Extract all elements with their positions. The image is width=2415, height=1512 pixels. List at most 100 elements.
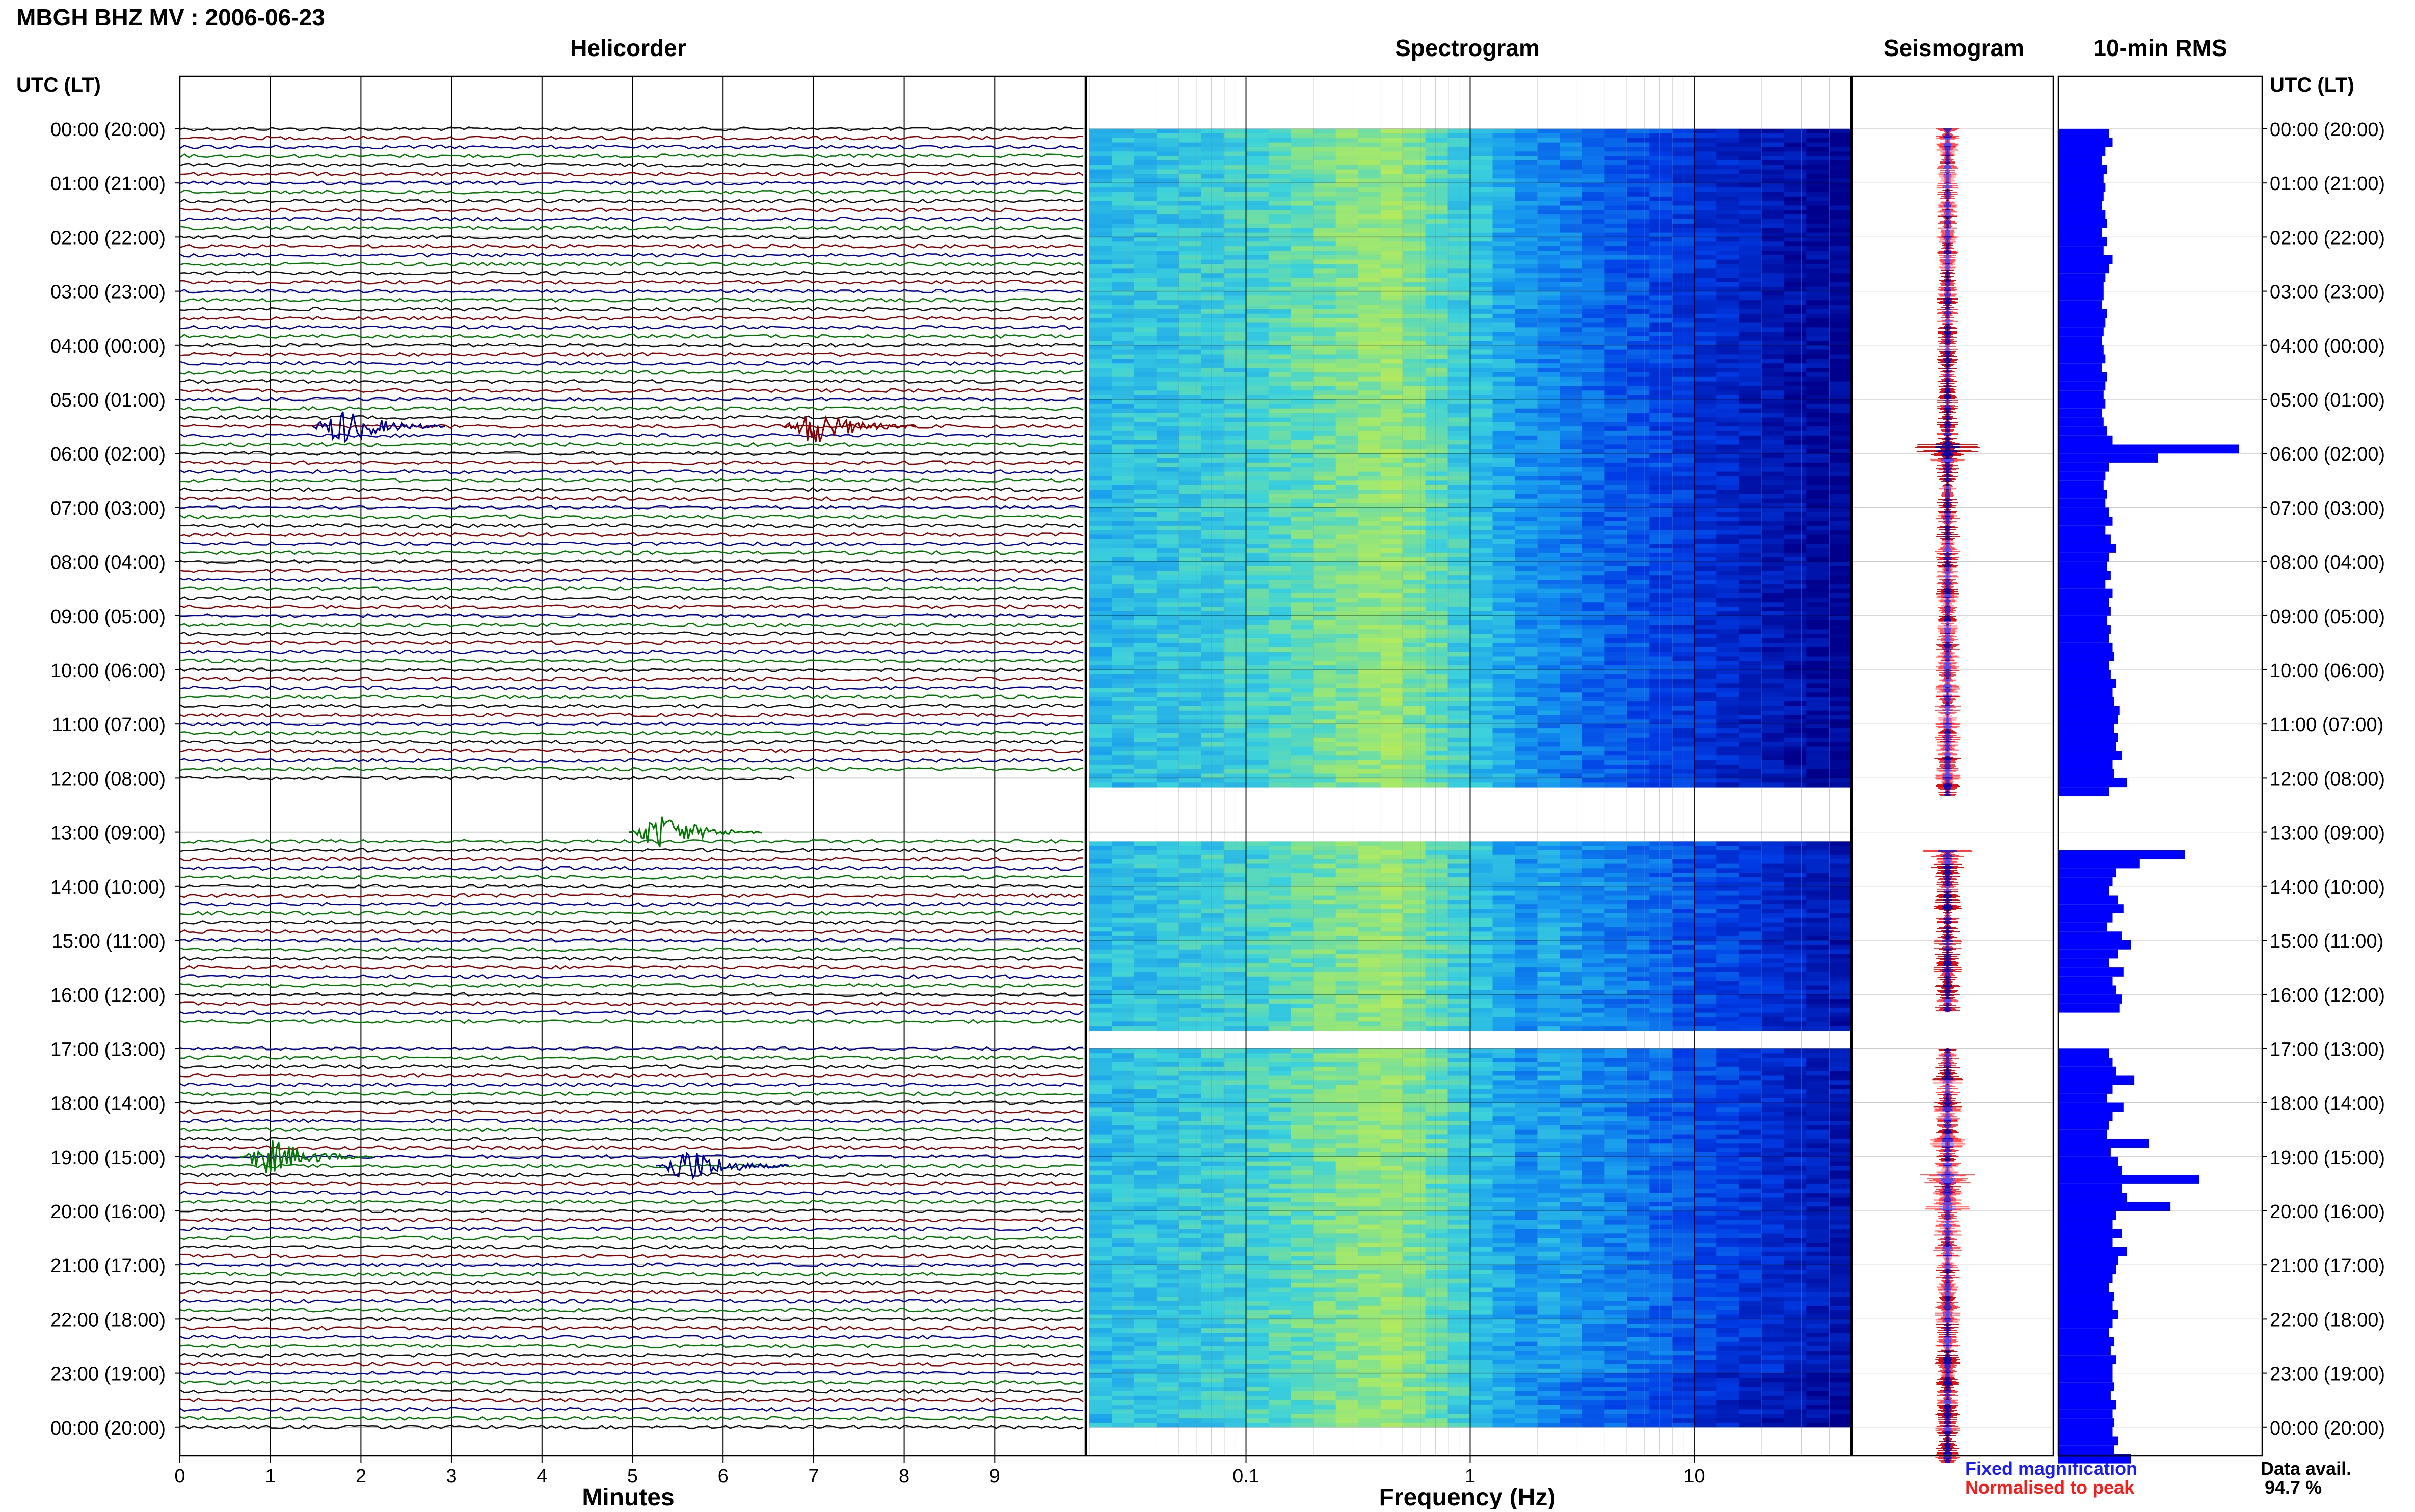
spectrogram-cell: [1537, 332, 1560, 336]
spectrogram-cell: [1157, 634, 1179, 638]
spectrogram-cell: [1672, 278, 1695, 282]
spectrogram-cell: [1649, 499, 1672, 503]
spectrogram-cell: [1761, 652, 1784, 657]
spectrogram-cell: [1537, 733, 1560, 738]
spectrogram-cell: [1627, 327, 1650, 332]
spectrogram-cell: [1560, 359, 1582, 363]
spectrogram-cell: [1179, 382, 1202, 386]
spectrogram-cell: [1089, 616, 1112, 620]
spectrogram-cell: [1426, 382, 1448, 386]
spectrogram-cell: [1784, 282, 1807, 287]
spectrogram-cell: [1582, 178, 1605, 183]
spectrogram-cell: [1089, 192, 1112, 197]
spectrogram-cell: [1560, 314, 1582, 318]
spectrogram-cell: [1582, 742, 1605, 747]
spectrogram-cell: [1224, 201, 1247, 206]
spectrogram-cell: [1313, 417, 1336, 422]
spectrogram-cell: [1224, 345, 1247, 350]
spectrogram-cell: [1515, 719, 1538, 724]
spectrogram-cell: [1627, 233, 1650, 237]
spectrogram-cell: [1134, 273, 1157, 278]
spectrogram-cell: [1649, 593, 1672, 598]
spectrogram-cell: [1448, 517, 1471, 521]
spectrogram-cell: [1112, 724, 1135, 728]
helicorder-trace: [180, 172, 1083, 176]
spectrogram-cell: [1784, 526, 1807, 530]
spectrogram-cell: [1582, 562, 1605, 566]
spectrogram-cell: [1627, 138, 1650, 143]
spectrogram-cell: [1157, 350, 1179, 355]
spectrogram-cell: [1201, 638, 1224, 643]
spectrogram-cell: [1560, 688, 1582, 692]
spectrogram-cell: [1269, 178, 1292, 183]
helicorder-trace: [180, 578, 1083, 582]
spectrogram-cell: [1582, 715, 1605, 720]
spectrogram-cell: [1112, 517, 1135, 521]
spectrogram-cell: [1694, 553, 1717, 557]
spectrogram-cell: [1381, 589, 1404, 593]
spectrogram-cell: [1716, 174, 1739, 179]
spectrogram-cell: [1246, 355, 1269, 359]
spectrogram-cell: [1515, 679, 1538, 684]
spectrogram-cell: [1381, 724, 1404, 728]
spectrogram-cell: [1582, 395, 1605, 399]
spectrogram-cell: [1604, 751, 1627, 755]
spectrogram-cell: [1716, 472, 1739, 476]
spectrogram-cell: [1246, 507, 1269, 512]
spectrogram-cell: [1537, 440, 1560, 445]
spectrogram-cell: [1381, 751, 1404, 755]
spectrogram-cell: [1403, 214, 1426, 219]
spectrogram-cell: [1246, 143, 1269, 147]
spectrogram-cell: [1089, 174, 1112, 179]
spectrogram-cell: [1694, 530, 1717, 535]
spectrogram-cell: [1716, 548, 1739, 553]
spectrogram-cell: [1448, 701, 1471, 706]
frequency-axis-label: Frequency (Hz): [1379, 1484, 1556, 1509]
helicorder-trace: [180, 253, 1083, 257]
spectrogram-cell: [1649, 327, 1672, 332]
spectrogram-cell: [1761, 751, 1784, 755]
spectrogram-cell: [1179, 755, 1202, 760]
spectrogram-cell: [1448, 728, 1471, 733]
spectrogram-cell: [1739, 665, 1762, 670]
spectrogram-cell: [1649, 684, 1672, 688]
spectrogram-cell: [1112, 485, 1135, 490]
helicorder-trace: [180, 1182, 1083, 1186]
spectrogram-cell: [1806, 526, 1829, 530]
spectrogram-cell: [1716, 386, 1739, 391]
spectrogram-cell: [1246, 287, 1269, 291]
spectrogram-cell: [1112, 738, 1135, 742]
spectrogram-cell: [1604, 273, 1627, 278]
spectrogram-cell: [1761, 661, 1784, 665]
spectrogram-cell: [1560, 246, 1582, 251]
spectrogram-cell: [1358, 485, 1381, 490]
spectrogram-cell: [1537, 165, 1560, 170]
spectrogram-cell: [1358, 480, 1381, 485]
spectrogram-cell: [1649, 530, 1672, 535]
spectrogram-cell: [1134, 701, 1157, 706]
spectrogram-cell: [1269, 246, 1292, 251]
spectrogram-cell: [1829, 629, 1852, 634]
spectrogram-cell: [1157, 386, 1179, 391]
spectrogram-cell: [1716, 715, 1739, 720]
spectrogram-cell: [1313, 305, 1336, 309]
spectrogram-cell: [1448, 652, 1471, 657]
spectrogram-cell: [1627, 372, 1650, 377]
spectrogram-cell: [1739, 507, 1762, 512]
spectrogram-cell: [1537, 688, 1560, 692]
spectrogram-cell: [1537, 372, 1560, 377]
spectrogram-cell: [1336, 755, 1359, 760]
spectrogram-cell: [1537, 711, 1560, 715]
spectrogram-cell: [1806, 679, 1829, 684]
spectrogram-cell: [1694, 224, 1717, 228]
spectrogram-cell: [1649, 629, 1672, 634]
spectrogram-cell: [1291, 332, 1314, 336]
spectrogram-cell: [1761, 440, 1784, 445]
spectrogram-cell: [1179, 611, 1202, 616]
spectrogram-cell: [1649, 350, 1672, 355]
spectrogram-cell: [1269, 300, 1292, 305]
spectrogram-cell: [1403, 404, 1426, 409]
spectrogram-cell: [1134, 210, 1157, 214]
spectrogram-cell: [1224, 535, 1247, 539]
spectrogram-cell: [1201, 426, 1224, 431]
